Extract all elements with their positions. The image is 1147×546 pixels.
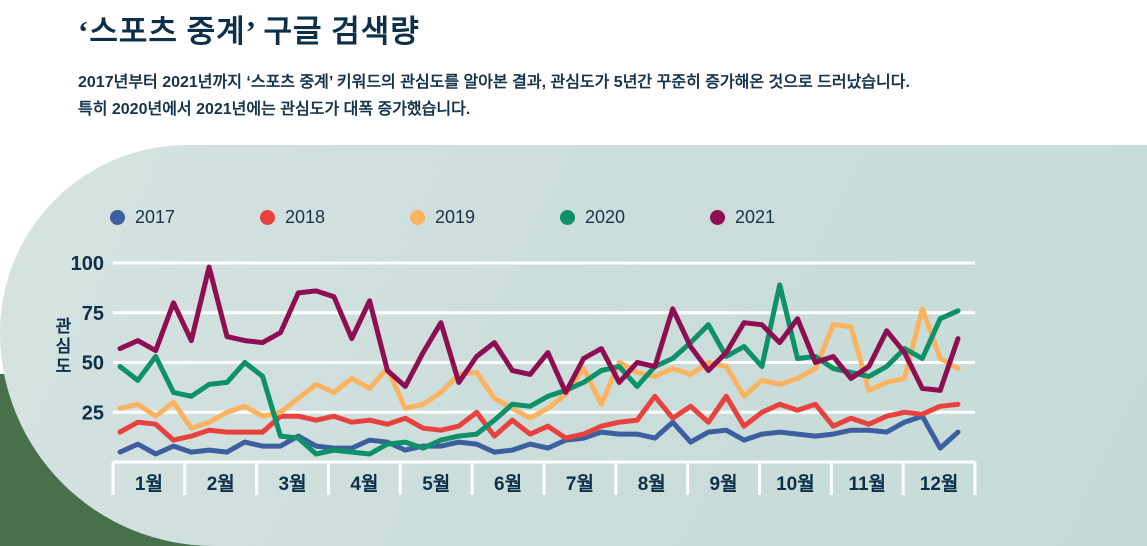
month-label-12: 12월 [920, 473, 959, 495]
y-tick-label-100: 100 [71, 253, 104, 275]
legend-item-2017: 2017 [110, 207, 260, 228]
legend-dot-2020 [560, 210, 575, 225]
legend-label-2017: 2017 [135, 207, 176, 227]
series-line-2018 [117, 393, 961, 443]
series-line-2020 [117, 282, 961, 457]
y-tick-label-75: 75 [82, 303, 104, 325]
legend-dot-2017 [110, 210, 125, 225]
month-label-3: 3월 [279, 473, 307, 495]
month-label-7: 7월 [566, 473, 594, 495]
legend-label-2019: 2019 [435, 207, 476, 227]
legend-label-2021: 2021 [735, 207, 776, 227]
legend-item-2020: 2020 [560, 207, 710, 228]
month-label-5: 5월 [422, 473, 450, 495]
page-title: ‘스포츠 중계’ 구글 검색량 [78, 14, 420, 49]
y-axis-title: 관심도 [52, 317, 71, 377]
legend-label-2020: 2020 [585, 207, 626, 227]
legend: 2017 2018 2019 2020 2021 [110, 207, 775, 228]
y-tick-label-50: 50 [82, 353, 104, 375]
month-label-10: 10월 [776, 473, 815, 495]
legend-item-2018: 2018 [260, 207, 410, 228]
legend-dot-2018 [260, 210, 275, 225]
subtitle-line-1: 2017년부터 2021년까지 ‘스포츠 중계’ 키워드의 관심도를 알아본 결… [78, 74, 910, 91]
legend-dot-2019 [410, 210, 425, 225]
legend-item-2021: 2021 [710, 207, 775, 228]
series-line-2021 [117, 264, 961, 395]
y-tick-label-25: 25 [82, 402, 104, 424]
month-label-1: 1월 [135, 473, 163, 495]
month-label-2: 2월 [207, 473, 235, 495]
month-label-9: 9월 [710, 473, 738, 495]
month-label-8: 8월 [638, 473, 666, 495]
month-label-4: 4월 [350, 473, 378, 495]
subtitle-line-2: 특히 2020년에서 2021년에는 관심도가 대폭 증가했습니다. [78, 101, 471, 118]
legend-item-2019: 2019 [410, 207, 560, 228]
header: ‘스포츠 중계’ 구글 검색량 2017년부터 2021년까지 ‘스포츠 중계’… [78, 6, 910, 123]
legend-dot-2021 [710, 210, 725, 225]
legend-label-2018: 2018 [285, 207, 326, 227]
month-label-11: 11월 [848, 473, 886, 495]
series-line-2017 [117, 413, 961, 457]
month-label-6: 6월 [494, 473, 522, 495]
